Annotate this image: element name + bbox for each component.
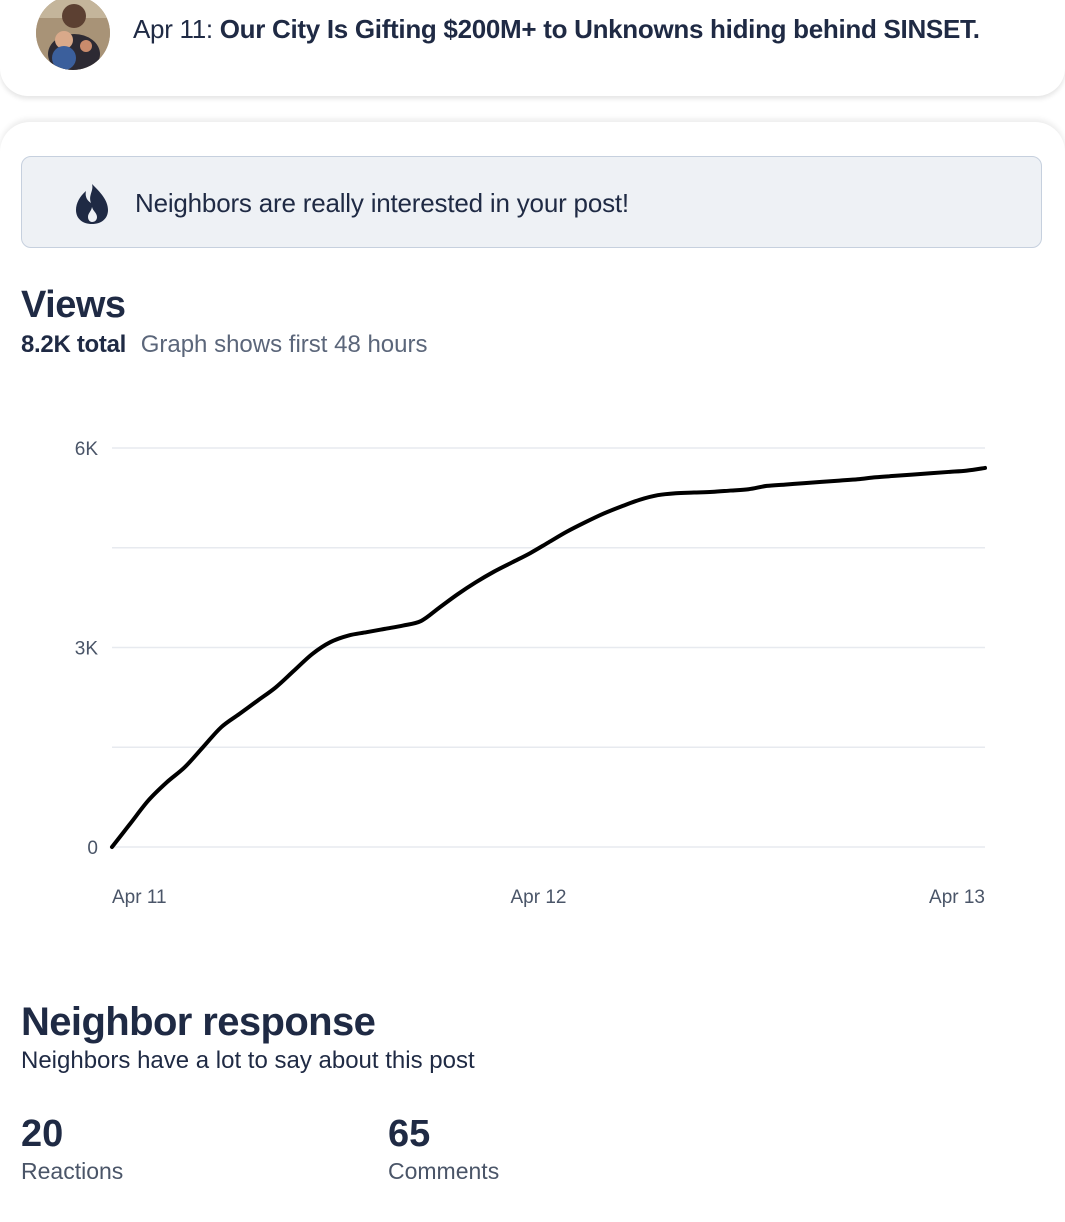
response-subtitle: Neighbors have a lot to say about this p…: [21, 1047, 475, 1074]
y-tick-label: 6K: [75, 439, 99, 460]
reactions-count: 20: [21, 1113, 64, 1155]
x-tick-label: Apr 11: [112, 887, 167, 908]
post-title: Our City Is Gifting $200M+ to Unknowns h…: [219, 14, 980, 44]
views-total: 8.2K total: [21, 331, 127, 358]
views-summary: 8.2K total Graph shows first 48 hours: [21, 331, 428, 359]
post-insights-card: [0, 122, 1065, 1222]
flame-icon: [76, 184, 108, 224]
views-note: Graph shows first 48 hours: [140, 331, 428, 358]
reactions-label: Reactions: [21, 1158, 124, 1184]
avatar[interactable]: [36, 0, 110, 70]
y-tick-label: 3K: [75, 639, 99, 660]
post-summary-link[interactable]: Apr 11: Our City Is Gifting $200M+ to Un…: [133, 14, 980, 45]
x-tick-label: Apr 13: [929, 887, 985, 908]
views-series-line: [110, 465, 987, 849]
banner-text: Neighbors are really interested in your …: [135, 188, 629, 218]
comments-label: Comments: [388, 1158, 500, 1184]
views-line-chart: 0 3K 6K Apr 11 Apr 12 Apr 13: [75, 439, 987, 908]
post-header-card[interactable]: Apr 11: Our City Is Gifting $200M+ to Un…: [0, 0, 1065, 96]
views-heading: Views: [21, 284, 126, 326]
comments-stat[interactable]: 65 Comments: [388, 1112, 499, 1186]
comments-count: 65: [388, 1113, 431, 1155]
reactions-stat[interactable]: 20 Reactions: [21, 1112, 123, 1186]
x-tick-label: Apr 12: [511, 887, 567, 908]
response-heading: Neighbor response: [21, 1000, 376, 1044]
interest-banner: Neighbors are really interested in your …: [21, 156, 1042, 248]
post-date: Apr 11:: [133, 14, 213, 44]
y-tick-label: 0: [87, 838, 98, 859]
avatar-photo-icon: [36, 0, 110, 70]
